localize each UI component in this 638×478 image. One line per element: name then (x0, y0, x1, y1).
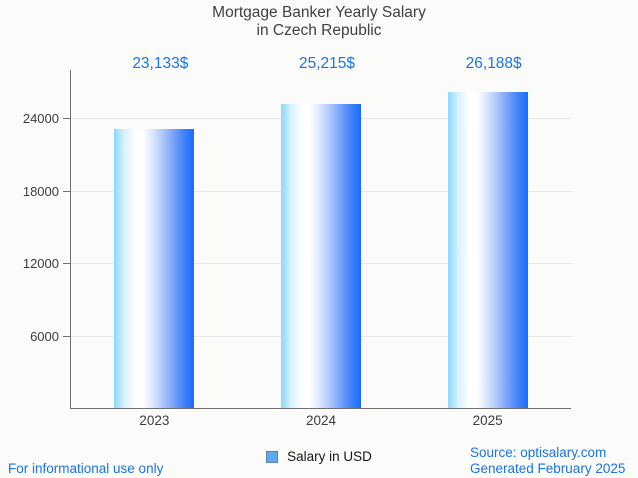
y-axis-tick (63, 190, 70, 192)
bar-value-label: 26,188$ (465, 55, 522, 72)
footer-generated: Generated February 2025 (470, 460, 626, 476)
footer-source[interactable]: Source: optisalary.com (470, 445, 607, 460)
chart-title-line2: in Czech Republic (256, 22, 382, 39)
y-axis-label: 24000 (22, 111, 59, 127)
x-axis-label: 2023 (139, 413, 170, 428)
y-axis-tick (63, 263, 70, 265)
y-axis-tick (63, 335, 70, 337)
bar-value-label: 25,215$ (298, 55, 356, 72)
plot-area (63, 70, 571, 409)
y-axis-label: 18000 (22, 183, 59, 199)
legend-label: Salary in USD (287, 449, 372, 464)
y-axis-label: 12000 (22, 256, 59, 272)
chart-title-line1: Mortgage Banker Yearly Salary (212, 4, 426, 21)
bar-2025[interactable] (447, 92, 528, 408)
bar-2023[interactable] (114, 129, 195, 408)
x-axis-label: 2025 (472, 413, 503, 428)
bar-value-label: 23,133$ (132, 55, 189, 72)
x-axis-label: 2024 (305, 413, 337, 428)
y-axis-label: 6000 (30, 328, 59, 344)
footer-disclaimer: For informational use only (8, 461, 164, 476)
legend[interactable]: Salary in USD (0, 449, 638, 464)
legend-swatch-icon (266, 450, 279, 463)
footer-source-block: Source: optisalary.com Generated Februar… (470, 445, 625, 476)
chart-title: Mortgage Banker Yearly Salary in Czech R… (0, 4, 638, 40)
bar-2024[interactable] (281, 104, 361, 408)
y-axis-tick (63, 118, 70, 120)
